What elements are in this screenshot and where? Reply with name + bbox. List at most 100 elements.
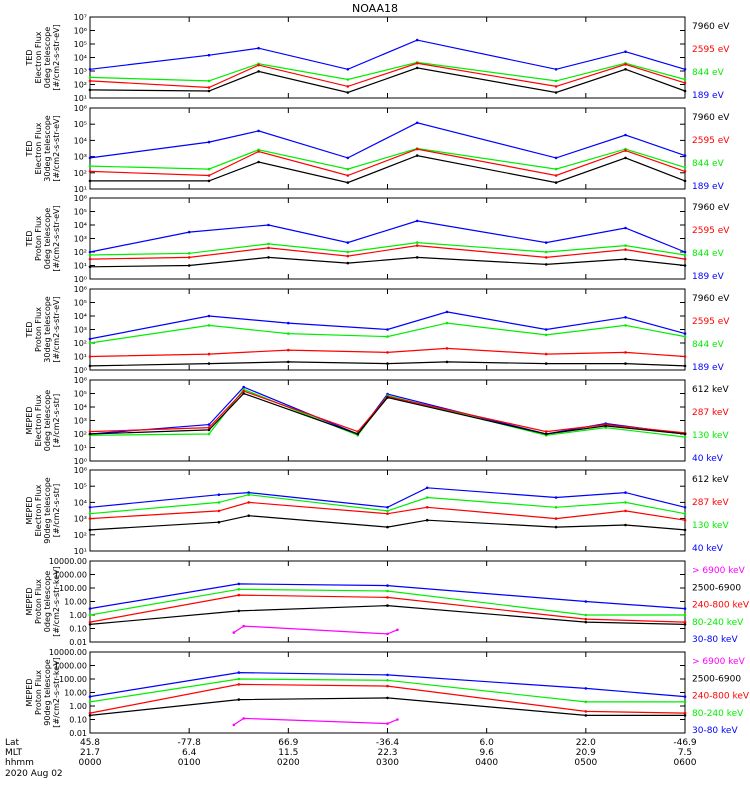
y-axis-label-line: 0deg telescope: [43, 27, 52, 88]
y-tick-label: 10⁴: [74, 136, 87, 145]
data-point: [207, 79, 211, 83]
data-point: [217, 520, 221, 524]
x-row-label: MLT: [5, 748, 23, 758]
series-line: [89, 39, 686, 70]
y-tick-label: 10000.00: [49, 648, 87, 657]
data-point: [287, 321, 290, 325]
data-point: [257, 129, 260, 133]
data-point: [237, 677, 241, 681]
data-point: [386, 584, 389, 587]
y-axis-label-line: Electron Flux: [34, 31, 43, 83]
legend-entry: 189 eV: [692, 182, 725, 192]
data-point: [415, 154, 419, 157]
y-axis-label-line: TED: [25, 230, 34, 247]
data-point: [624, 257, 627, 261]
panel-frame: [89, 379, 686, 462]
legend-entry: 612 keV: [692, 385, 729, 395]
data-point: [207, 174, 211, 177]
data-point: [386, 362, 389, 365]
y-tick-label: 10⁴: [74, 498, 87, 507]
data-point: [683, 623, 687, 626]
y-axis-label-line: MEPED: [25, 497, 34, 525]
y-axis-label-line: Proton Flux: [34, 307, 43, 352]
data-point: [232, 631, 236, 634]
y-axis-label-line: 90deg telescope: [43, 477, 52, 544]
y-axis-label: TEDProton Flux30deg telescope[#/cm2-s-st…: [25, 296, 61, 363]
x-row-value: 6.0: [480, 738, 495, 748]
data-point: [554, 167, 558, 171]
panel-0: 10¹ 10² 10³ 10⁴ 10⁵ 10⁶ 10⁷ TEDElectron Flux0de…: [25, 13, 730, 103]
y-tick-label: 10⁵: [74, 482, 87, 491]
y-tick-label: 10²: [74, 81, 87, 90]
y-axis-label-line: [#/cm2-s-str-keV]: [52, 657, 61, 728]
data-point: [346, 250, 350, 254]
data-point: [584, 600, 588, 603]
data-point: [207, 86, 211, 89]
data-point: [624, 501, 627, 504]
data-point: [624, 324, 627, 327]
data-point: [386, 596, 389, 599]
y-axis-label-line: Proton Flux: [34, 670, 43, 715]
y-axis-label-line: TED: [25, 321, 34, 338]
data-point: [683, 81, 687, 85]
legend-entry: 2595 eV: [692, 136, 730, 146]
x-row-value: 0300: [376, 758, 399, 768]
data-point: [88, 88, 92, 92]
data-point: [584, 613, 588, 617]
y-tick-label: 10⁷: [74, 13, 87, 22]
x-row-value: -36.4: [376, 738, 400, 748]
y-tick-label: 10⁴: [74, 403, 87, 412]
data-point: [415, 244, 419, 247]
series-line: [90, 154, 686, 184]
legend-entry: 130 keV: [692, 521, 729, 531]
y-axis-label: TEDElectron Flux30deg telescope[#/cm2-s-…: [25, 115, 61, 182]
data-point: [267, 223, 270, 227]
data-point: [683, 68, 687, 71]
panel-1: 10¹ 10² 10³ 10⁴ 10⁵ 10⁶ TEDElectron Flux30deg …: [25, 104, 730, 194]
y-tick-label: 10⁶: [74, 285, 87, 294]
legend-entry: 40 keV: [692, 544, 724, 554]
data-point: [386, 335, 389, 338]
data-point: [683, 432, 687, 436]
data-point: [415, 147, 419, 151]
data-point: [624, 68, 627, 71]
x-row-value: 0600: [674, 758, 697, 768]
data-point: [88, 253, 92, 257]
data-point: [88, 623, 92, 626]
y-tick-label: 10⁵: [74, 390, 87, 399]
y-tick-label: 10³: [74, 235, 87, 244]
y-tick-label: 1.00: [69, 611, 87, 620]
data-point: [683, 179, 687, 183]
legend-entry: 240-800 keV: [692, 692, 750, 702]
data-point: [445, 321, 449, 325]
data-point: [554, 156, 558, 160]
y-axis-label: MEPEDElectron Flux0deg telescope[#/cm2-s…: [25, 390, 61, 451]
data-point: [88, 620, 92, 624]
y-tick-label: 10²: [74, 430, 87, 439]
data-point: [247, 493, 250, 497]
data-point: [187, 252, 191, 255]
data-point: [88, 179, 92, 183]
x-row-value: 20.9: [576, 748, 596, 758]
data-point: [624, 149, 627, 152]
data-point: [207, 423, 211, 426]
data-point: [415, 66, 419, 70]
data-point: [624, 316, 627, 319]
y-tick-label: 10²: [74, 169, 87, 178]
data-point: [88, 700, 92, 704]
data-point: [242, 392, 245, 395]
data-point: [237, 588, 241, 591]
data-point: [232, 723, 236, 727]
y-axis-label-line: Proton Flux: [34, 579, 43, 624]
data-point: [415, 219, 419, 223]
x-row-value: 0000: [79, 758, 102, 768]
data-point: [207, 432, 211, 436]
y-axis-label-line: Electron Flux: [34, 122, 43, 174]
y-tick-label: 10³: [74, 515, 87, 524]
y-tick-label: 10³: [74, 153, 87, 162]
x-row-value: 21.7: [80, 748, 100, 758]
data-point: [683, 170, 687, 173]
data-point: [257, 150, 260, 153]
data-point: [207, 53, 211, 57]
data-point: [88, 170, 92, 173]
